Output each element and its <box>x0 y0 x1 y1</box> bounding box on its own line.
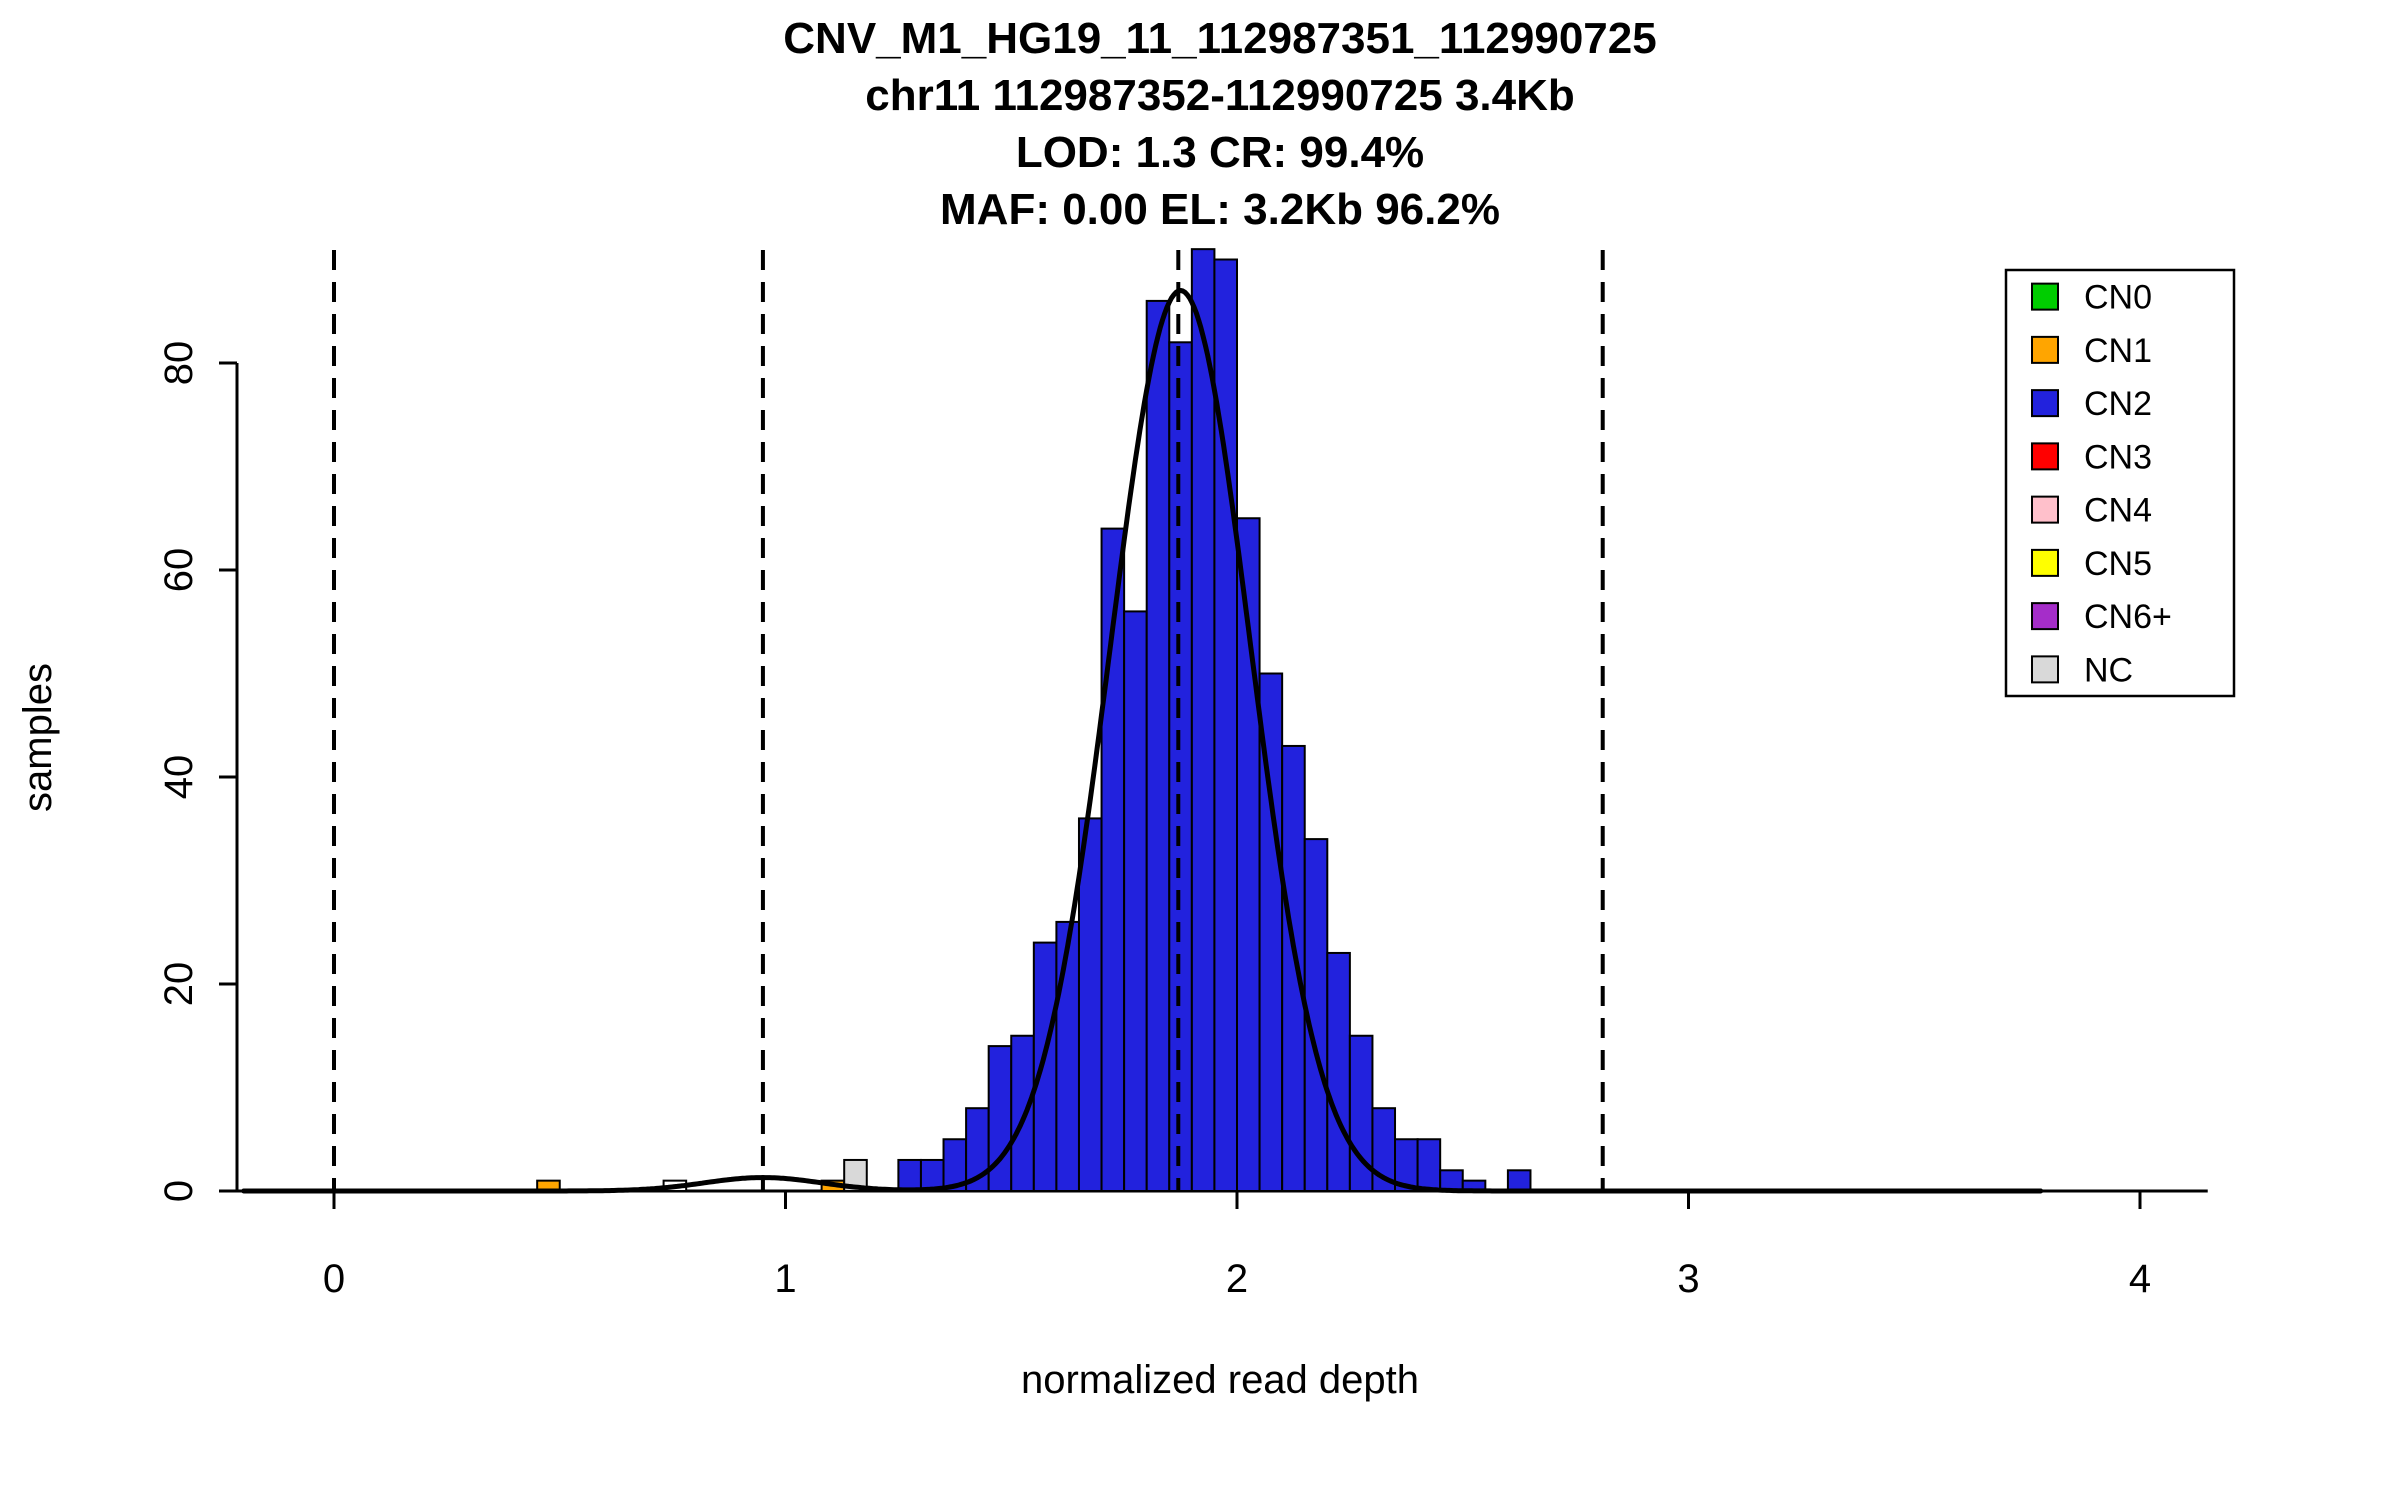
histogram-bar <box>1145 299 1171 1192</box>
legend-label: CN0 <box>2084 279 2152 317</box>
legend-label: CN4 <box>2084 492 2152 530</box>
legend-swatch-cn4 <box>2031 495 2059 524</box>
histogram-bar <box>1168 341 1193 1192</box>
chart-title-block: CNV_M1_HG19_11_112987351_112990725 chr11… <box>240 10 2200 238</box>
x-tick-label: 3 <box>1677 1257 1699 1301</box>
x-tick-label: 1 <box>774 1257 796 1301</box>
histogram-bar <box>897 1158 922 1192</box>
histogram-bar <box>1281 744 1306 1192</box>
histogram-bar <box>1055 920 1080 1193</box>
y-tick-label: 0 <box>157 1180 201 1202</box>
legend-label: CN6+ <box>2084 598 2172 636</box>
legend-label: CN3 <box>2084 438 2152 476</box>
legend-swatch-cn5 <box>2031 548 2059 577</box>
legend-swatch-nc <box>2031 655 2059 684</box>
x-tick-label: 0 <box>323 1257 345 1301</box>
legend-swatch-cn3 <box>2031 442 2059 471</box>
histogram-bar <box>1123 610 1148 1192</box>
chart-title-line-2: chr11 112987352-112990725 3.4Kb <box>865 71 1575 120</box>
chart-title-line-3: LOD: 1.3 CR: 99.4% <box>1015 128 1425 177</box>
histogram-bar <box>1032 941 1058 1192</box>
histogram-bar <box>1077 817 1103 1193</box>
histogram-bar <box>1190 248 1216 1192</box>
chart-title-line-1: CNV_M1_HG19_11_112987351_112990725 <box>783 14 1657 63</box>
chart-title-line-4: MAF: 0.00 EL: 3.2Kb 96.2% <box>940 185 1500 234</box>
legend-swatch-cn6plus <box>2031 602 2059 631</box>
legend-label: NC <box>2084 651 2133 689</box>
histogram-bar <box>1416 1138 1442 1192</box>
y-tick-label: 40 <box>157 755 201 800</box>
legend-swatch-cn0 <box>2031 282 2059 311</box>
x-tick-label: 4 <box>2129 1257 2151 1301</box>
histogram-bar <box>1010 1034 1035 1192</box>
legend-swatch-cn2 <box>2031 389 2059 418</box>
legend-label: CN1 <box>2084 332 2152 370</box>
x-tick-label: 2 <box>1226 1257 1248 1301</box>
y-tick-label: 80 <box>157 341 201 386</box>
y-tick-label: 60 <box>157 548 201 593</box>
legend-label: CN5 <box>2084 545 2152 583</box>
histogram-bar <box>843 1158 868 1192</box>
legend-label: CN2 <box>2084 385 2152 423</box>
density-curve <box>241 288 2044 1194</box>
x-axis-label: normalized read depth <box>1020 1358 1420 1402</box>
y-tick-label: 20 <box>157 962 201 1007</box>
histogram-bar <box>1506 1169 1532 1193</box>
histogram-bar <box>1326 951 1351 1193</box>
legend-swatch-cn1 <box>2031 335 2059 364</box>
